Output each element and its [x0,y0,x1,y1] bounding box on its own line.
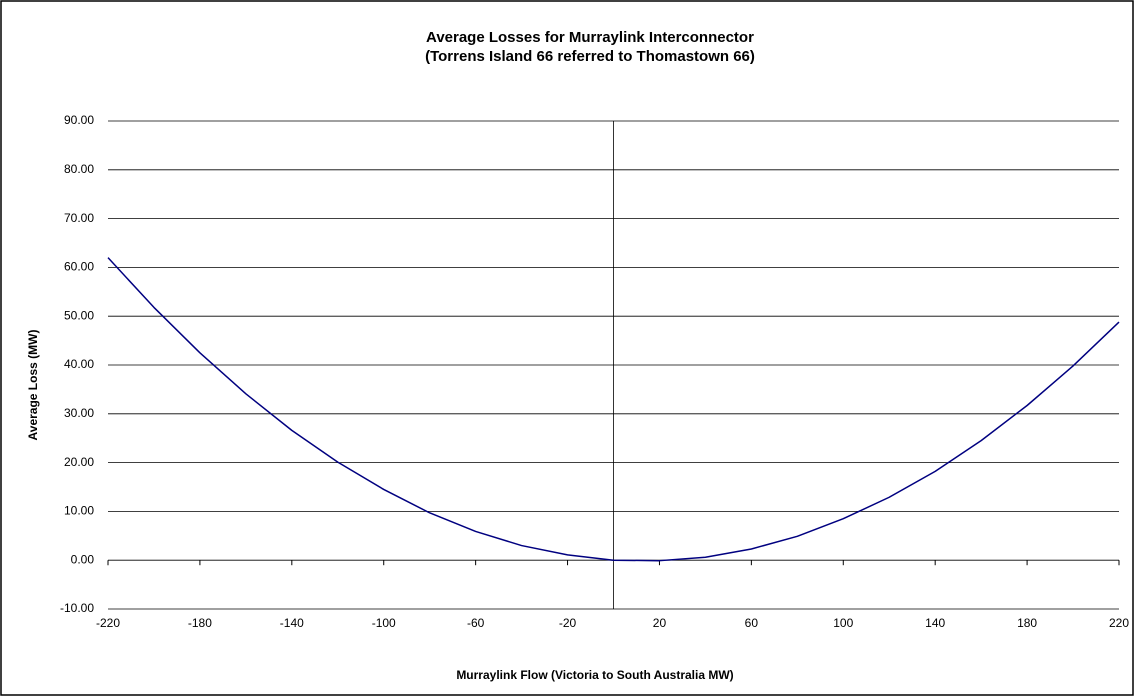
chart-subtitle: (Torrens Island 66 referred to Thomastow… [425,48,755,65]
y-tick-label: 40.00 [64,357,94,371]
x-tick-label: -220 [96,616,120,630]
x-tick-label: 220 [1109,616,1129,630]
y-tick-label: 10.00 [64,504,94,518]
y-tick-label: 50.00 [64,308,94,322]
x-tick-label: -140 [280,616,304,630]
x-tick-label: -20 [559,616,577,630]
x-tick-label: 140 [925,616,945,630]
chart-title: Average Losses for Murraylink Interconne… [426,29,754,46]
x-axis-label: Murraylink Flow (Victoria to South Austr… [456,668,733,682]
y-tick-label: 60.00 [64,260,94,274]
x-tick-label: 180 [1017,616,1037,630]
y-axis-label: Average Loss (MW) [26,330,40,441]
y-tick-label: 70.00 [64,211,94,225]
x-tick-label: -60 [467,616,485,630]
y-tick-label: 80.00 [64,162,94,176]
x-tick-label: 60 [745,616,759,630]
y-tick-label: -10.00 [60,601,94,615]
data-line [107,257,1120,562]
x-tick-label: 100 [833,616,853,630]
y-tick-label: 0.00 [71,552,95,566]
x-tick-label: -180 [188,616,212,630]
y-tick-label: 30.00 [64,406,94,420]
y-tick-label: 20.00 [64,455,94,469]
x-tick-label: -100 [372,616,396,630]
x-tick-label: 20 [653,616,667,630]
y-tick-label: 90.00 [64,113,94,127]
